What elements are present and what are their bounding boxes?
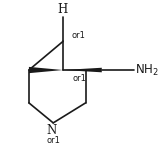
Polygon shape bbox=[63, 68, 102, 72]
Text: NH$_2$: NH$_2$ bbox=[135, 62, 159, 78]
Text: or1: or1 bbox=[73, 74, 86, 83]
Text: or1: or1 bbox=[46, 136, 60, 145]
Text: N: N bbox=[46, 124, 57, 137]
Polygon shape bbox=[29, 67, 63, 73]
Text: or1: or1 bbox=[71, 31, 85, 40]
Text: H: H bbox=[58, 3, 68, 16]
